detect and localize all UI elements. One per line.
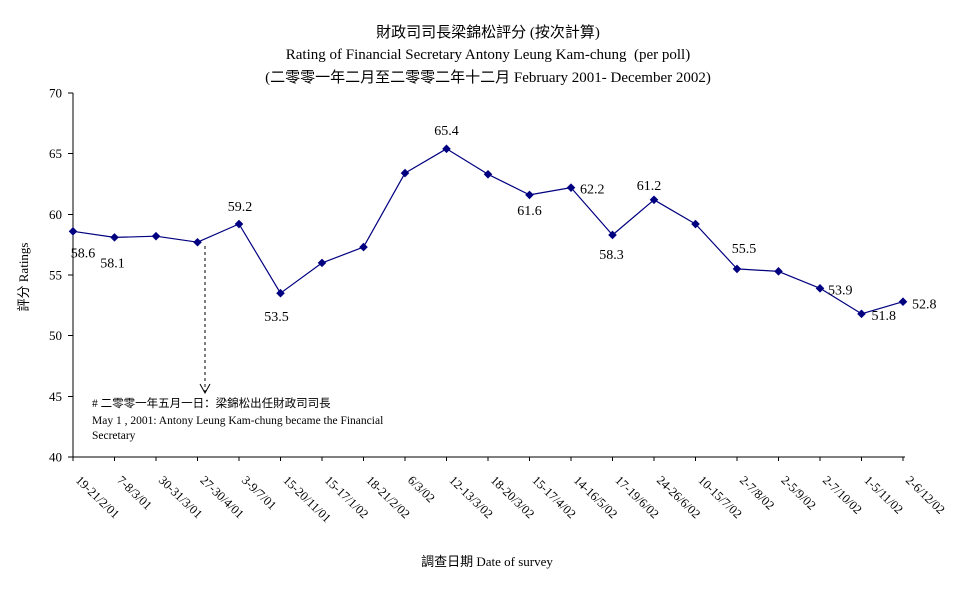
y-tick-label: 50 — [49, 328, 62, 343]
y-axis-title: 評分 Ratings — [16, 243, 31, 312]
data-label: 59.2 — [228, 200, 253, 215]
data-label: 61.6 — [517, 204, 542, 219]
data-points — [68, 144, 908, 319]
y-ticks: 40 45 50 55 60 65 70 — [49, 86, 73, 465]
annotation: # 二零零一年五月一日：梁錦松出任財政司司長 May 1 , 2001: Ant… — [92, 246, 383, 442]
data-point — [317, 258, 327, 268]
data-point — [525, 190, 534, 200]
y-tick-label: 40 — [49, 450, 62, 465]
data-point — [483, 169, 493, 179]
data-point — [151, 231, 161, 241]
data-point — [110, 233, 119, 242]
y-tick-label: 70 — [49, 86, 62, 101]
data-label: 58.3 — [599, 248, 624, 263]
data-point — [815, 284, 825, 293]
chart-period: (二零零一年二月至二零零二年十二月 February 2001- Decembe… — [265, 69, 711, 86]
y-tick-label: 65 — [49, 146, 62, 161]
chart-title: 財政司司長梁錦松評分 (按次計算) — [376, 23, 600, 41]
annotation-line-1: # 二零零一年五月一日：梁錦松出任財政司司長 — [92, 396, 331, 410]
data-point — [234, 219, 244, 229]
data-point — [359, 242, 368, 252]
data-point — [276, 288, 285, 298]
y-tick-label: 60 — [49, 207, 62, 222]
y-tick-label: 55 — [49, 268, 62, 283]
annotation-arrow-head — [199, 383, 211, 395]
y-tick-label: 45 — [49, 389, 62, 404]
data-label: 51.8 — [872, 309, 897, 324]
data-label: 62.2 — [580, 183, 605, 198]
data-label: 53.5 — [264, 310, 289, 325]
data-point — [566, 183, 576, 192]
data-label: 53.9 — [828, 283, 853, 298]
chart-subtitle: Rating of Financial Secretary Antony Leu… — [286, 47, 690, 63]
data-point — [608, 230, 617, 240]
data-label: 52.8 — [912, 298, 937, 313]
annotation-line-3: Secretary — [92, 430, 136, 442]
plot-series: 58.6 58.1 59.2 53.5 65.4 61.6 62.2 58.3 61.2 55.5… — [68, 124, 937, 325]
x-axis-title: 調查日期 Date of survey — [421, 554, 553, 569]
data-point — [649, 195, 659, 205]
y-axis: 40 45 50 55 60 65 70 — [49, 86, 74, 465]
data-point — [691, 219, 700, 229]
data-point — [193, 237, 202, 247]
annotation-line-2: May 1 , 2001: Antony Leung Kam-chung bec… — [92, 415, 383, 427]
data-point — [732, 264, 742, 274]
data-label: 65.4 — [434, 124, 459, 139]
data-point — [898, 297, 908, 306]
data-labels: 58.6 58.1 59.2 53.5 65.4 61.6 62.2 58.3 61.2 55.5… — [71, 124, 937, 325]
data-point — [68, 227, 78, 236]
data-label: 58.1 — [100, 256, 125, 271]
data-point — [442, 144, 451, 154]
data-point — [774, 267, 783, 276]
data-point — [400, 168, 410, 178]
data-point — [857, 309, 866, 319]
data-label: 55.5 — [732, 242, 757, 257]
data-label: 58.6 — [71, 246, 96, 261]
data-label: 61.2 — [637, 179, 662, 194]
